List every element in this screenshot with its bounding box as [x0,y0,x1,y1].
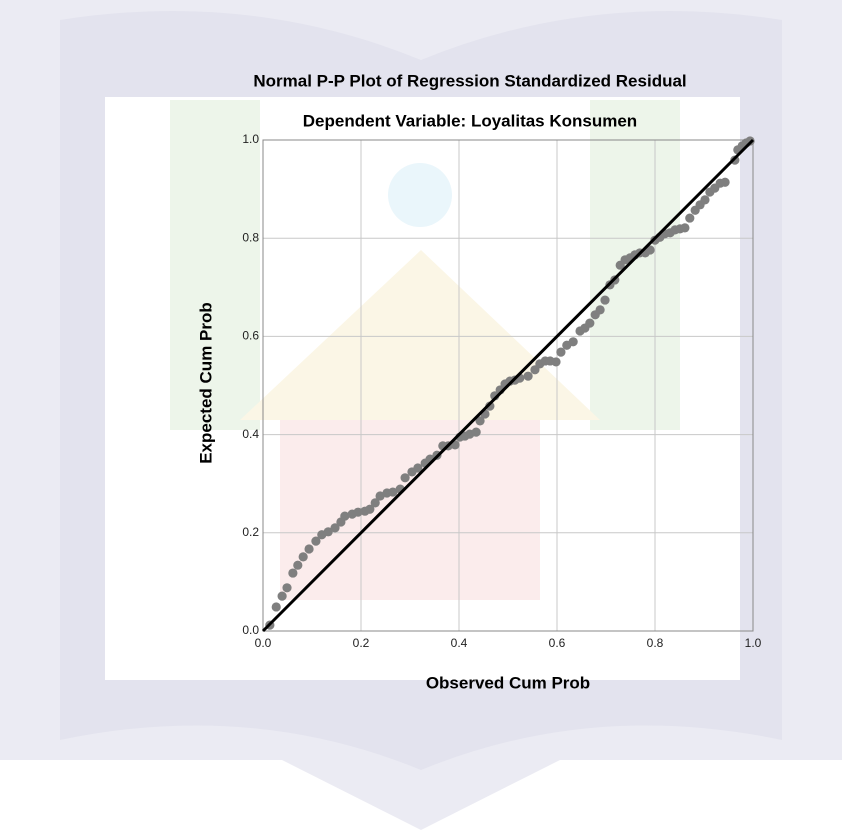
point [288,568,297,577]
point [304,544,313,553]
point [685,213,694,222]
point [551,357,560,366]
point [569,337,578,346]
point [600,295,609,304]
point [282,583,291,592]
y-tick-label: 0.2 [242,525,259,539]
chart-title: Normal P-P Plot of Regression Standardiz… [253,71,686,90]
point [472,428,481,437]
y-tick-label: 0.4 [242,427,259,441]
point [700,195,709,204]
point [596,305,605,314]
x-tick-label: 0.2 [353,636,370,650]
y-tick-label: 0.0 [242,623,259,637]
x-tick-label: 0.6 [549,636,566,650]
x-tick-label: 1.0 [745,636,762,650]
x-tick-label: 0.4 [451,636,468,650]
y-tick-label: 0.8 [242,230,259,244]
point [299,552,308,561]
page: {"chart_data": {"type": "scatter", "titl… [0,0,842,830]
point [523,372,532,381]
x-axis-label: Observed Cum Prob [426,673,590,692]
y-tick-label: 1.0 [242,132,259,146]
y-axis-label: Expected Cum Prob [196,302,215,464]
chart: Normal P-P Plot of Regression Standardiz… [0,0,842,830]
point [278,592,287,601]
point [680,223,689,232]
point [293,561,302,570]
y-tick-label: 0.6 [242,329,259,343]
point [585,319,594,328]
x-tick-label: 0.8 [647,636,664,650]
chart-subtitle: Dependent Variable: Loyalitas Konsumen [303,111,637,130]
point [272,602,281,611]
x-tick-label: 0.0 [255,636,272,650]
point [720,178,729,187]
